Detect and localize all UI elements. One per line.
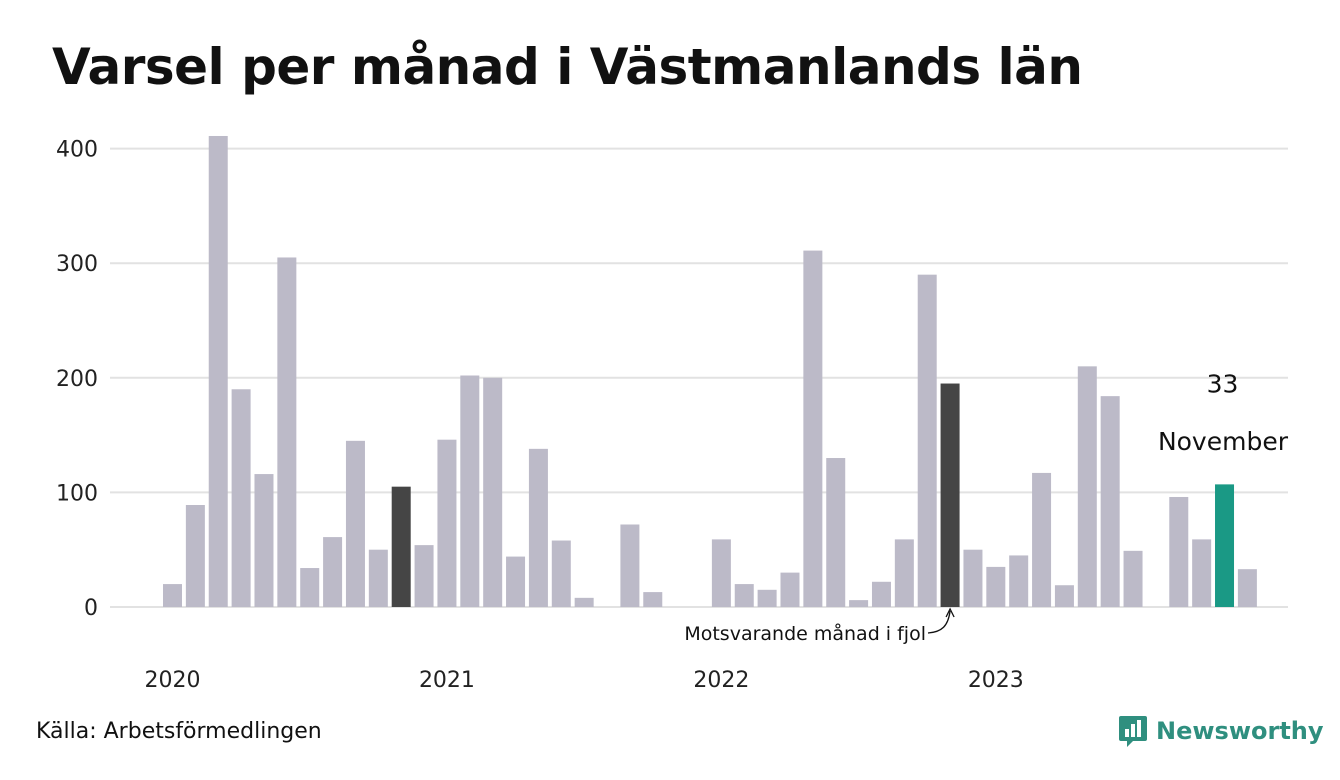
- bar-current-month: [1215, 484, 1235, 607]
- x-tick-label: 2023: [968, 668, 1024, 693]
- y-tick-label: 300: [56, 252, 98, 277]
- annotations: November 33 Motsvarande månad i fjol: [684, 369, 1288, 645]
- bar: [826, 458, 846, 607]
- y-tick-label: 200: [56, 367, 98, 392]
- bar: [483, 377, 503, 607]
- bar: [300, 568, 320, 607]
- bar: [368, 549, 388, 607]
- bar: [1237, 569, 1257, 607]
- bar: [849, 600, 869, 607]
- bar: [208, 135, 228, 607]
- bar-chart: 0 100 200 300 400 2020 2021 2022 2023 November 3…: [56, 135, 1289, 693]
- bar: [323, 537, 343, 607]
- bar: [1123, 550, 1143, 607]
- bar: [574, 597, 594, 607]
- current-month-label: November: [1158, 427, 1289, 456]
- bar: [506, 556, 526, 607]
- bar: [254, 474, 274, 607]
- bar: [1032, 472, 1052, 607]
- bar: [803, 250, 823, 607]
- chart-title: Varsel per månad i Västmanlands län: [52, 38, 1083, 96]
- y-axis-ticks: 0 100 200 300 400: [56, 138, 98, 621]
- bars: [163, 135, 1257, 607]
- y-tick-label: 0: [84, 596, 98, 621]
- bar: [620, 524, 640, 607]
- bar: [963, 549, 983, 607]
- bar: [185, 505, 205, 607]
- bar: [1054, 585, 1074, 607]
- y-tick-label: 400: [56, 138, 98, 163]
- bar: [1169, 496, 1189, 607]
- bar: [1192, 539, 1212, 607]
- source-credit: Källa: Arbetsförmedlingen: [36, 719, 322, 744]
- bar: [345, 440, 365, 607]
- current-month-value: 33: [1207, 369, 1239, 398]
- annotation-arrow: [927, 610, 951, 634]
- bar: [163, 584, 182, 607]
- bar: [414, 545, 434, 607]
- brand-logo[interactable]: Newsworthy: [1118, 714, 1324, 748]
- bar: [894, 539, 914, 607]
- newsworthy-logo-icon: [1119, 716, 1147, 747]
- brand-name: Newsworthy: [1156, 717, 1324, 745]
- annotation-label: Motsvarande månad i fjol: [684, 622, 926, 645]
- x-tick-label: 2022: [693, 668, 749, 693]
- bar: [986, 566, 1006, 607]
- bar: [1009, 555, 1029, 607]
- bar: [780, 572, 800, 607]
- bar: [734, 584, 754, 607]
- bar: [643, 592, 663, 607]
- bar: [871, 581, 891, 607]
- bar-same-month-last-year: [391, 486, 411, 607]
- bar: [711, 539, 731, 607]
- bar-same-month-last-year: [940, 383, 960, 607]
- bar: [231, 389, 251, 607]
- bar: [1077, 366, 1097, 607]
- bar: [757, 589, 777, 607]
- bar: [528, 448, 548, 607]
- bar: [917, 274, 937, 607]
- bar: [277, 257, 297, 607]
- x-axis-year-labels: 2020 2021 2022 2023: [145, 668, 1024, 693]
- bar: [460, 375, 480, 607]
- x-tick-label: 2021: [419, 668, 475, 693]
- annotation-arrowhead: [945, 607, 955, 618]
- bar: [437, 439, 457, 607]
- y-tick-label: 100: [56, 481, 98, 506]
- bar: [551, 540, 571, 607]
- x-tick-label: 2020: [145, 668, 201, 693]
- bar: [1100, 396, 1120, 607]
